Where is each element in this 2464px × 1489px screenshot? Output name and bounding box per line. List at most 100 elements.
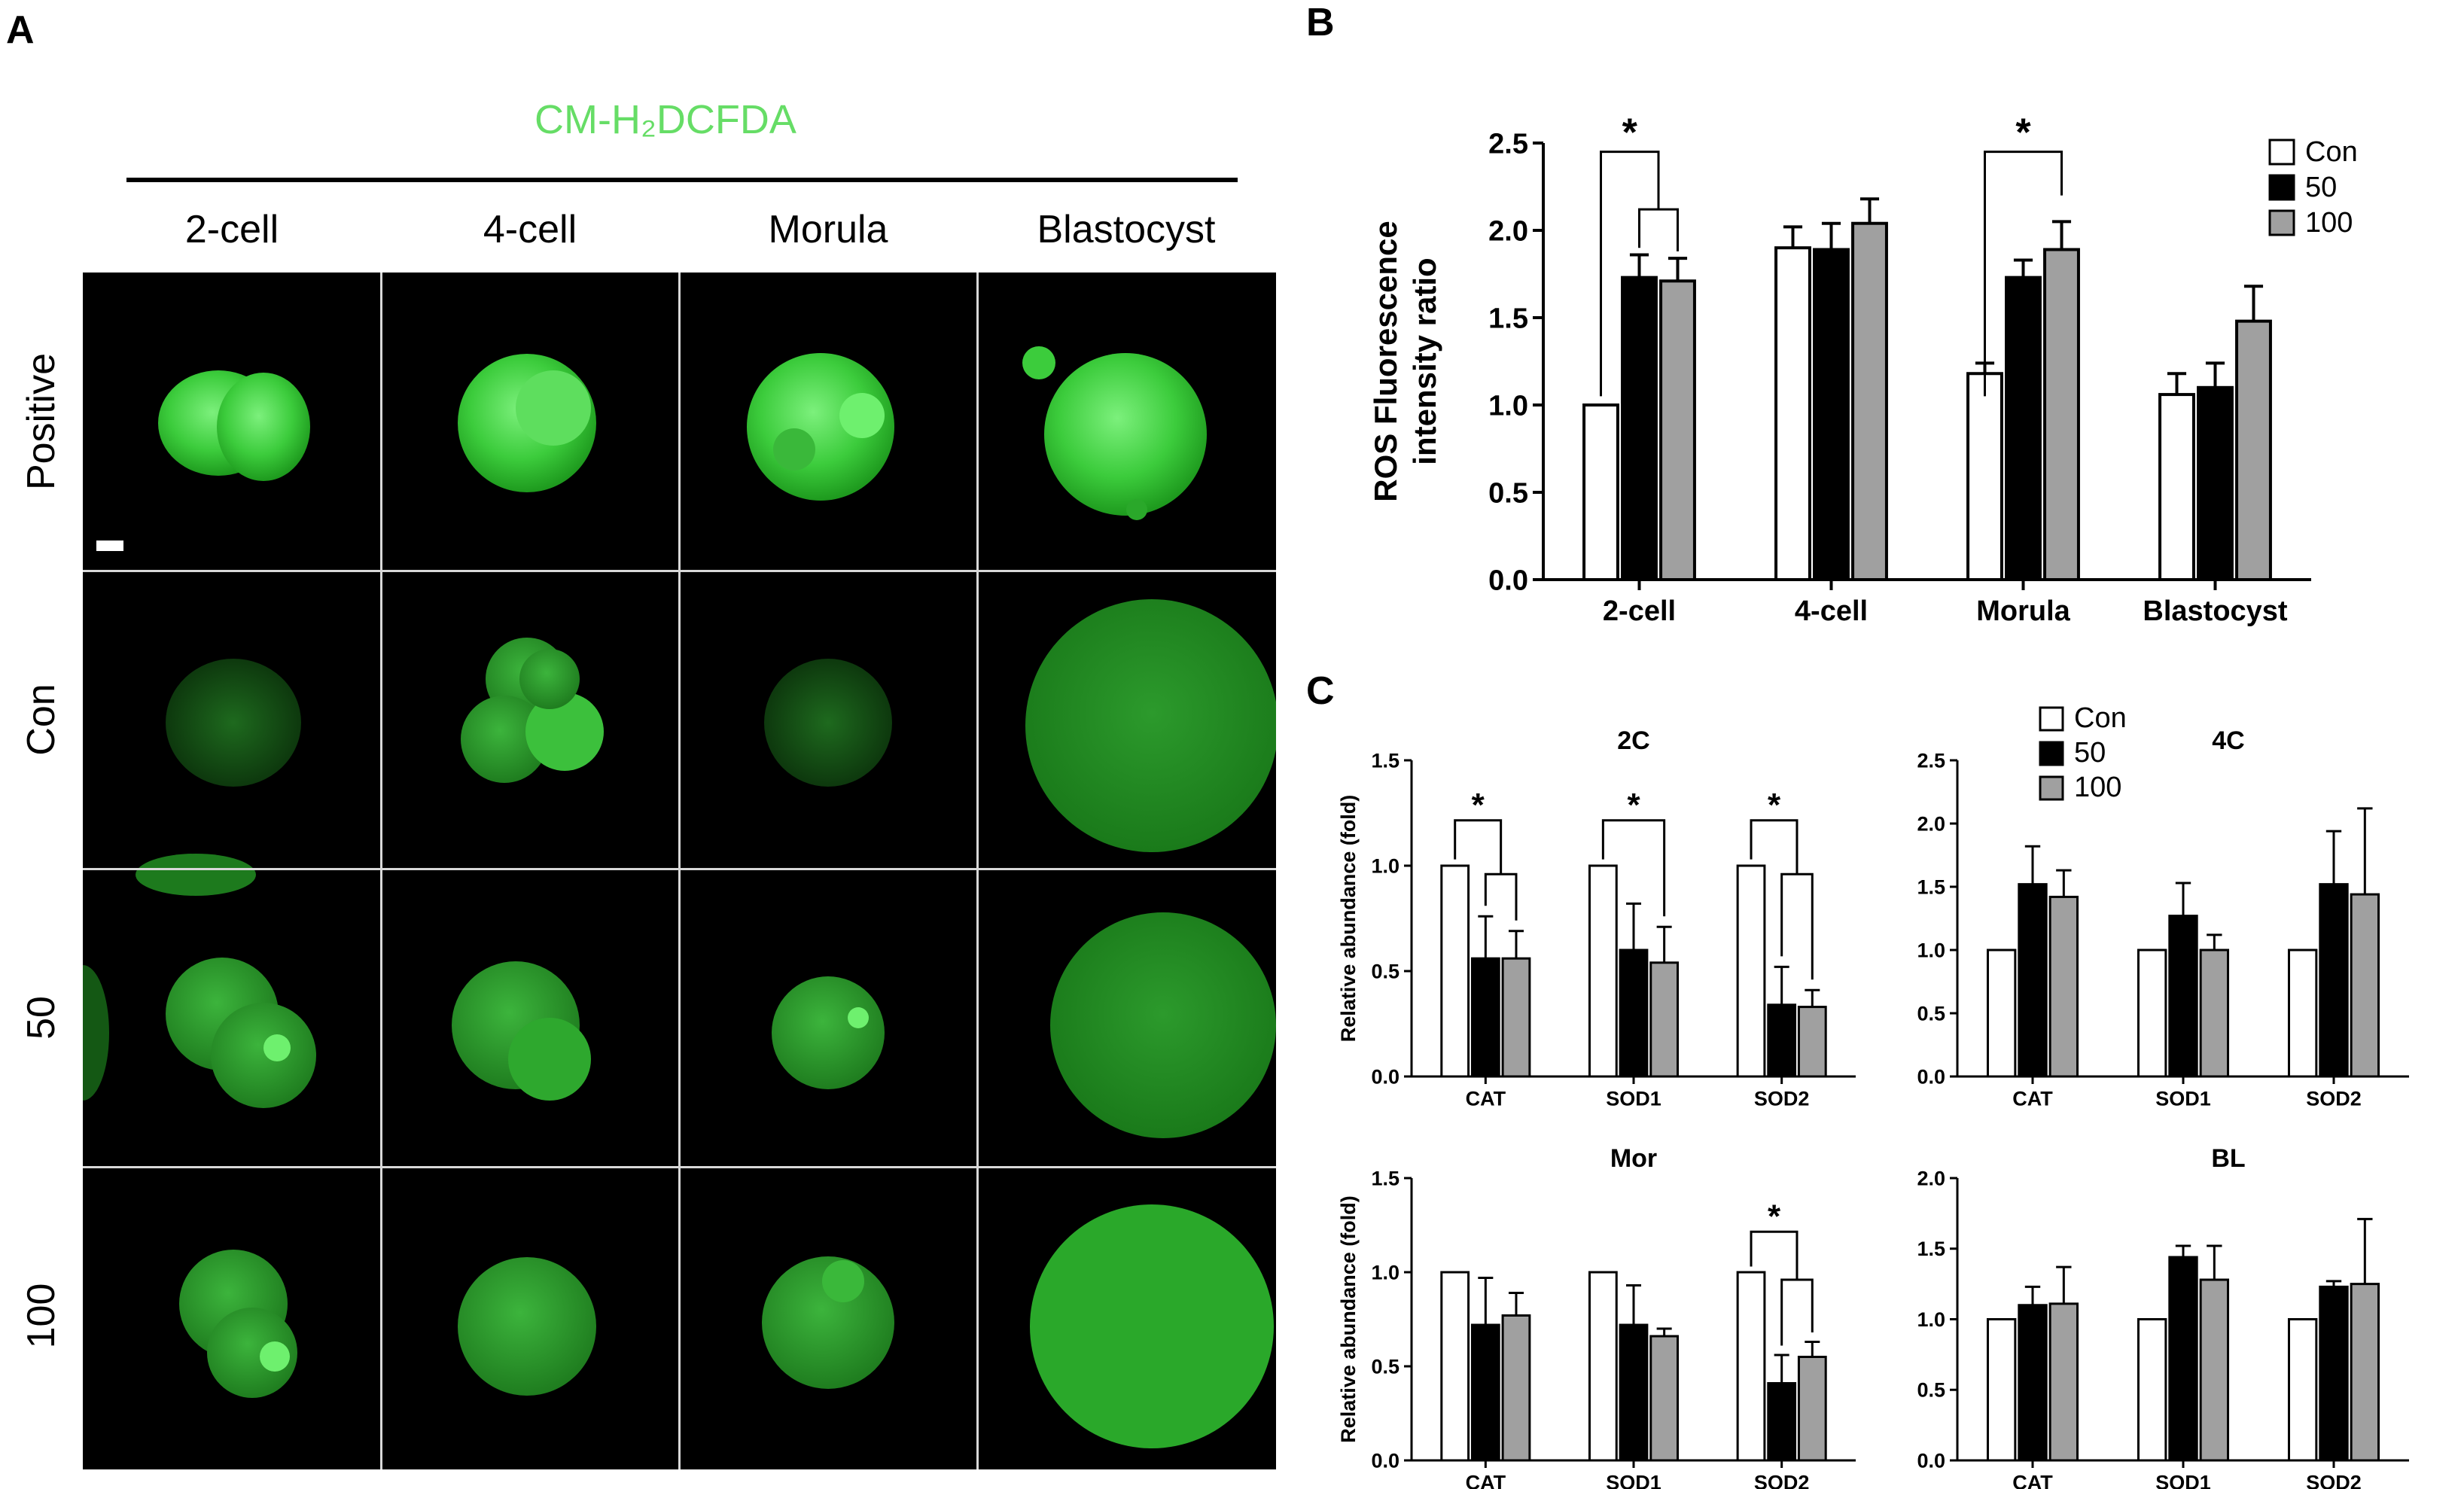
- gene-expression-charts: 0.0 0.5 1.0 1.5 CAT SOD1 SOD2 2C Relative abunda…: [1337, 702, 2409, 1489]
- bar-50: [1470, 957, 1500, 1078]
- bar-100: [1851, 221, 1888, 581]
- bar-50: [2319, 883, 2349, 1078]
- x-tick-label: SOD2: [2306, 1087, 2362, 1110]
- row-label-positive: Positive: [20, 352, 63, 491]
- y-tick-label: 1.0: [1917, 1308, 1945, 1331]
- bar-100: [2350, 893, 2380, 1078]
- bar-50: [2168, 915, 2198, 1078]
- panel-b-letter: B: [1306, 1, 1335, 44]
- significance-bracket: [1600, 151, 1660, 397]
- embryo-positive-2cell: [158, 370, 310, 481]
- significance-star: *: [1622, 113, 1638, 155]
- column-label-morula: Morula: [768, 208, 888, 251]
- significance-star: *: [1768, 1198, 1781, 1235]
- significance-bracket: [1484, 872, 1518, 921]
- legend-label: Con: [2305, 136, 2358, 168]
- legend-swatch: [2039, 706, 2064, 732]
- y-tick-label: 2.0: [1917, 1167, 1945, 1189]
- bar-50: [1619, 1323, 1649, 1462]
- bar-100: [1797, 1006, 1827, 1078]
- subplot-title: Mor: [1610, 1144, 1657, 1173]
- legend-label: 50: [2305, 172, 2337, 203]
- bar-con: [1774, 246, 1811, 581]
- title-rule: [126, 178, 1238, 182]
- y-axis-label: intensity ratio: [1407, 257, 1442, 464]
- y-axis-label: Relative abundance (fold): [1337, 795, 1360, 1043]
- bar-50: [2018, 1304, 2048, 1462]
- y-tick-label: 1.0: [1371, 854, 1400, 877]
- y-tick-label: 0.5: [1917, 1379, 1945, 1402]
- x-tick-label: CAT: [1466, 1087, 1506, 1110]
- legend-swatch: [2039, 741, 2064, 766]
- bar-con: [2137, 1318, 2167, 1462]
- legend-label: 50: [2074, 737, 2106, 769]
- y-tick-label: 1.0: [1371, 1261, 1400, 1283]
- embryo-positive-morula: [747, 353, 894, 501]
- row-label-50: 50: [20, 996, 63, 1040]
- panel-c-letter: C: [1306, 669, 1335, 713]
- subplot-title: 2C: [1617, 726, 1649, 755]
- grid-divider: [83, 868, 1276, 870]
- legend-swatch: [2268, 209, 2295, 236]
- bar-100: [2199, 1278, 2230, 1462]
- y-tick-label: 1.0: [1917, 939, 1945, 961]
- y-tick-label: 0.0: [1371, 1065, 1400, 1088]
- column-label-4cell: 4-cell: [483, 208, 577, 251]
- x-tick-label: SOD1: [2155, 1471, 2211, 1489]
- significance-bracket: [1984, 151, 2063, 397]
- bar-100: [1649, 961, 1680, 1078]
- embryo-micrographs: [56, 346, 1278, 1448]
- embryo-positive-blastocyst: [1022, 346, 1207, 520]
- legend-swatch: [2268, 174, 2295, 201]
- legend-swatch: [2268, 139, 2295, 166]
- bar-100: [1649, 1335, 1680, 1462]
- bar-con: [2137, 949, 2167, 1078]
- bar-50: [1470, 1323, 1500, 1462]
- fluorescence-image-grid: [56, 273, 1278, 1469]
- bar-100: [2043, 248, 2080, 582]
- y-axis-label: Relative abundance (fold): [1337, 1195, 1360, 1443]
- grid-divider: [83, 1166, 1276, 1168]
- bar-50: [1619, 949, 1649, 1078]
- x-tick-label: SOD2: [1754, 1087, 1810, 1110]
- y-tick-label: 2.0: [1917, 812, 1945, 835]
- x-tick-label: CAT: [1466, 1471, 1506, 1489]
- x-tick-label: 2-cell: [1603, 595, 1676, 627]
- bar-con: [1736, 864, 1766, 1078]
- y-axis-label: ROS Fluorescence: [1368, 221, 1403, 501]
- bar-con: [1986, 949, 2017, 1078]
- column-label-blastocyst: Blastocyst: [1037, 208, 1216, 251]
- subplot-title: BL: [2211, 1144, 2245, 1173]
- significance-star: *: [2015, 113, 2031, 155]
- bar-100: [1501, 1314, 1531, 1462]
- row-label-100: 100: [20, 1283, 63, 1349]
- x-tick-label: SOD1: [2155, 1087, 2211, 1110]
- bar-con: [2287, 1318, 2318, 1462]
- bar-50: [2018, 883, 2048, 1078]
- embryo-100-blastocyst: [1030, 1204, 1274, 1448]
- column-label-2cell: 2-cell: [184, 208, 279, 251]
- significance-bracket: [1638, 208, 1679, 251]
- y-tick-label: 1.5: [1917, 875, 1945, 898]
- y-tick-label: 0.5: [1371, 960, 1400, 982]
- bar-con: [1582, 403, 1619, 581]
- embryo-con-blastocyst: [1025, 599, 1278, 852]
- bar-100: [1501, 957, 1531, 1078]
- embryo-50-4cell: [452, 961, 591, 1101]
- bar-con: [2158, 393, 2195, 581]
- bar-con: [1736, 1271, 1766, 1462]
- bar-con: [1986, 1318, 2017, 1462]
- y-axis-label-group: Relative abundance (fold): [1337, 795, 1360, 1043]
- bar-50: [1621, 276, 1658, 581]
- dye-title: CM-H₂DCFDA: [535, 97, 796, 142]
- bar-50: [2197, 385, 2234, 581]
- y-tick-label: 0.5: [1488, 477, 1528, 509]
- embryo-positive-4cell: [458, 354, 596, 492]
- x-tick-label: SOD1: [1606, 1471, 1661, 1489]
- x-tick-label: CAT: [2012, 1471, 2053, 1489]
- bar-100: [2235, 319, 2272, 581]
- embryo-50-morula: [772, 976, 885, 1089]
- x-tick-label: CAT: [2012, 1087, 2053, 1110]
- y-tick-label: 1.0: [1488, 390, 1528, 422]
- y-tick-label: 0.0: [1917, 1449, 1945, 1472]
